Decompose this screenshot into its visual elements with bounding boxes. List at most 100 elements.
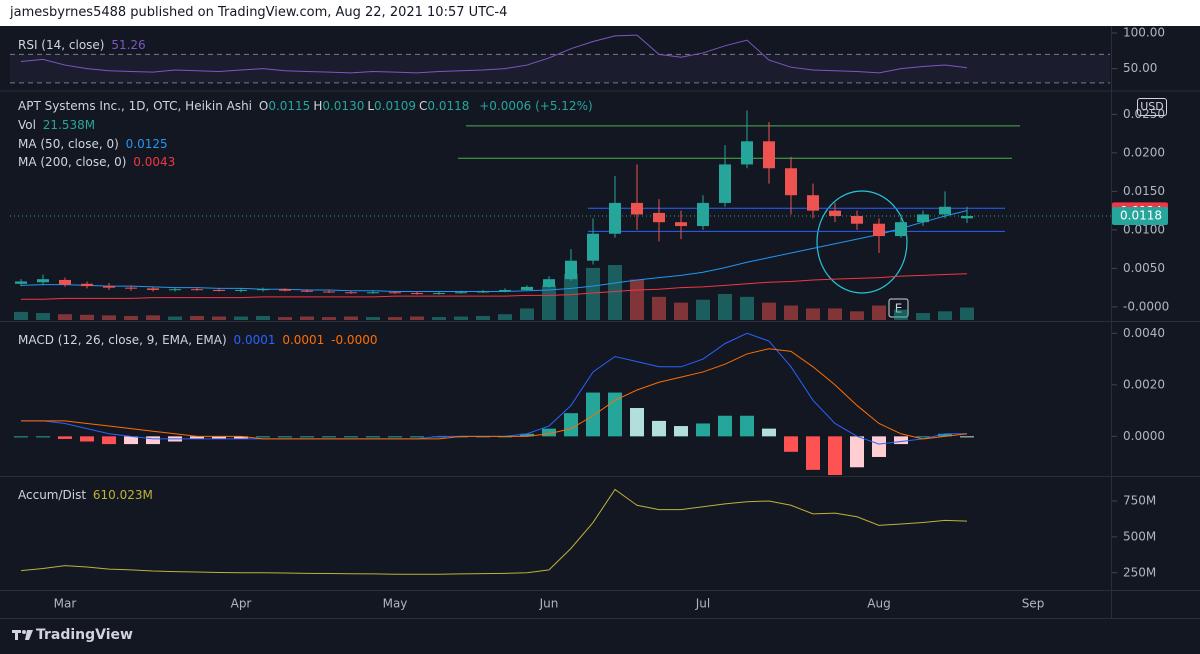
ohlc-value: 0.0118 bbox=[427, 99, 470, 113]
volume-bar bbox=[608, 265, 622, 320]
y-tick-label: 500M bbox=[1123, 529, 1156, 543]
y-tick-label: 0.0150 bbox=[1123, 184, 1165, 198]
volume-bar bbox=[850, 311, 864, 320]
volume-bar bbox=[278, 317, 292, 320]
candle-body bbox=[103, 286, 115, 288]
ohlc-values: O0.0115 H0.0130 L0.0109 C0.0118 bbox=[259, 99, 473, 113]
candle-body bbox=[191, 289, 203, 291]
volume-bar bbox=[256, 315, 270, 320]
macd-legend: MACD (12, 26, close, 9, EMA, EMA) 0.0001… bbox=[18, 333, 380, 347]
candle-body bbox=[873, 223, 885, 237]
volume-bar bbox=[916, 313, 930, 320]
candle-body bbox=[323, 291, 335, 293]
y-tick-label: 250M bbox=[1123, 565, 1156, 579]
legend-value: 0.0043 bbox=[133, 155, 176, 169]
candle-body bbox=[851, 216, 863, 224]
candle-body bbox=[345, 292, 357, 294]
candle-body bbox=[59, 279, 71, 285]
histogram-bar bbox=[894, 436, 908, 445]
rsi-legend: RSI (14, close) 51.26 bbox=[18, 38, 149, 52]
candle-body bbox=[741, 141, 753, 165]
moving-average bbox=[20, 210, 968, 292]
y-tick-label: 0.0020 bbox=[1123, 377, 1165, 391]
volume-bar bbox=[828, 308, 842, 320]
candle-body bbox=[279, 289, 291, 291]
candle-body bbox=[917, 214, 929, 223]
volume-bar bbox=[80, 314, 94, 320]
candle-body bbox=[235, 289, 247, 291]
candle-body bbox=[565, 260, 577, 280]
legend-value: 51.26 bbox=[111, 38, 146, 52]
histogram-bar bbox=[740, 415, 754, 437]
y-tick-label: 0.0200 bbox=[1123, 145, 1165, 159]
histogram-bar bbox=[828, 436, 842, 475]
candle-body bbox=[411, 293, 423, 295]
volume-bar bbox=[498, 314, 512, 320]
x-tick-label: Apr bbox=[231, 597, 252, 611]
volume-bar bbox=[146, 315, 160, 320]
rsi-band bbox=[10, 54, 1110, 83]
histogram-bar bbox=[608, 392, 622, 437]
publish-header: jamesbyrnes5488 published on TradingView… bbox=[0, 0, 1200, 26]
histogram-bar bbox=[784, 436, 798, 452]
volume-bar bbox=[520, 308, 534, 320]
candle-body bbox=[675, 222, 687, 227]
legend-value: 0.0001 bbox=[282, 333, 325, 347]
histogram-bar bbox=[322, 436, 336, 438]
volume-bar bbox=[630, 279, 644, 320]
volume-bar bbox=[718, 293, 732, 320]
volume-bar bbox=[234, 316, 248, 320]
histogram-bar bbox=[256, 436, 270, 438]
histogram-bar bbox=[58, 436, 72, 439]
volume-bar bbox=[366, 317, 380, 320]
candle-body bbox=[895, 222, 907, 237]
histogram-bar bbox=[542, 428, 556, 437]
legend-title: MACD (12, 26, close, 9, EMA, EMA) bbox=[18, 333, 227, 347]
candle-body bbox=[367, 292, 379, 294]
legend-change: +0.0006 (+5.12%) bbox=[479, 99, 593, 113]
volume-bar bbox=[894, 309, 908, 320]
y-tick-label: 0.0100 bbox=[1123, 222, 1165, 236]
volume-bar bbox=[344, 316, 358, 320]
candle-body bbox=[521, 286, 533, 290]
earnings-label: E bbox=[895, 302, 903, 316]
candle-body bbox=[719, 164, 731, 203]
ad-legend: Accum/Dist 610.023M bbox=[18, 488, 156, 502]
currency-button[interactable]: USD bbox=[1137, 98, 1167, 116]
histogram-bar bbox=[212, 436, 226, 439]
legend-value: 0.0125 bbox=[125, 137, 168, 151]
ohlc-value: 0.0109 bbox=[374, 99, 417, 113]
ma50-legend: MA (50, close, 0) 0.0125 bbox=[18, 137, 171, 151]
candle-body bbox=[543, 279, 555, 287]
volume-bar bbox=[14, 311, 28, 320]
candle-body bbox=[125, 287, 137, 289]
histogram-bar bbox=[300, 436, 314, 438]
candle-body bbox=[301, 290, 313, 292]
logo-part bbox=[15, 630, 18, 640]
legend-title: Vol bbox=[18, 118, 36, 132]
histogram-bar bbox=[938, 433, 952, 437]
histogram-bar bbox=[850, 436, 864, 468]
volume-bar bbox=[432, 317, 446, 320]
histogram-bar bbox=[652, 420, 666, 437]
histogram-bar bbox=[234, 436, 248, 439]
candle-body bbox=[697, 202, 709, 227]
volume-bar bbox=[388, 317, 402, 320]
candle-body bbox=[587, 233, 599, 261]
volume-bar bbox=[300, 316, 314, 320]
legend-title: MA (200, close, 0) bbox=[18, 155, 127, 169]
histogram-bar bbox=[102, 436, 116, 445]
moving-average bbox=[21, 273, 968, 300]
ohlc-key: C bbox=[419, 99, 428, 113]
x-tick-label: Jun bbox=[539, 597, 559, 611]
legend-value: 610.023M bbox=[92, 488, 153, 502]
x-tick-label: May bbox=[383, 597, 408, 611]
logo-part bbox=[22, 630, 26, 634]
candle-body bbox=[499, 289, 511, 292]
y-tick-label: 100.00 bbox=[1123, 25, 1165, 39]
volume-bar bbox=[454, 316, 468, 320]
volume-bar bbox=[806, 308, 820, 320]
volume-bar bbox=[586, 267, 600, 320]
line bbox=[20, 34, 968, 74]
